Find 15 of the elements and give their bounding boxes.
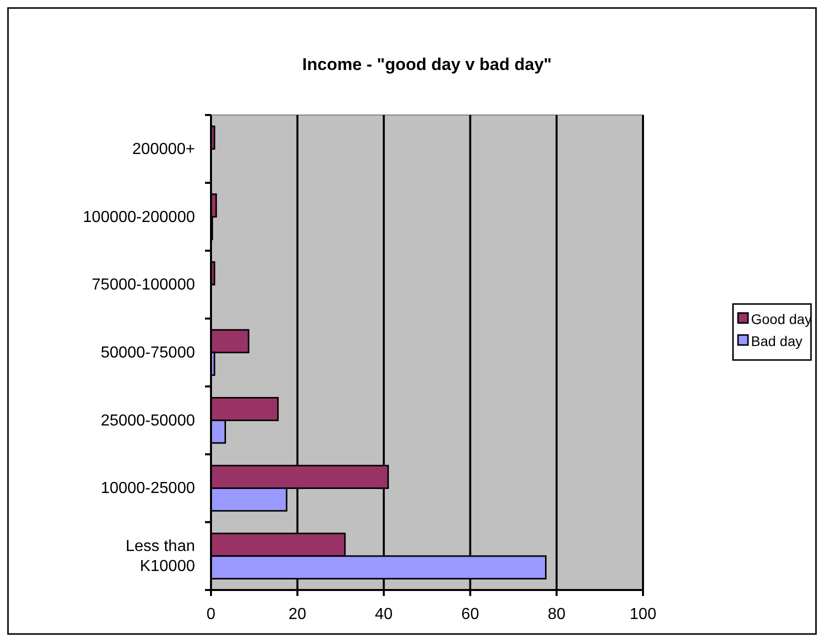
x-tick-label: 0 xyxy=(206,606,216,623)
y-tick-label: Less than K10000 xyxy=(126,538,196,576)
x-tick-label: 20 xyxy=(288,606,306,623)
chart-title: Income - "good day v bad day" xyxy=(302,55,552,74)
x-tick-label: 40 xyxy=(374,606,393,623)
y-tick-label: 10000-25000 xyxy=(100,480,196,498)
y-tick-label: 200000+ xyxy=(132,140,195,158)
y-tick-label: 75000-100000 xyxy=(92,276,196,294)
y-tick-label: 50000-75000 xyxy=(100,344,196,362)
legend-label: Bad day xyxy=(751,333,802,349)
y-tick-label: 100000-200000 xyxy=(82,208,196,226)
y-tick-label: 25000-50000 xyxy=(100,412,196,430)
x-tick-label: 100 xyxy=(630,606,656,623)
x-tick-label: 60 xyxy=(461,606,480,623)
x-tick-label: 80 xyxy=(548,606,566,623)
